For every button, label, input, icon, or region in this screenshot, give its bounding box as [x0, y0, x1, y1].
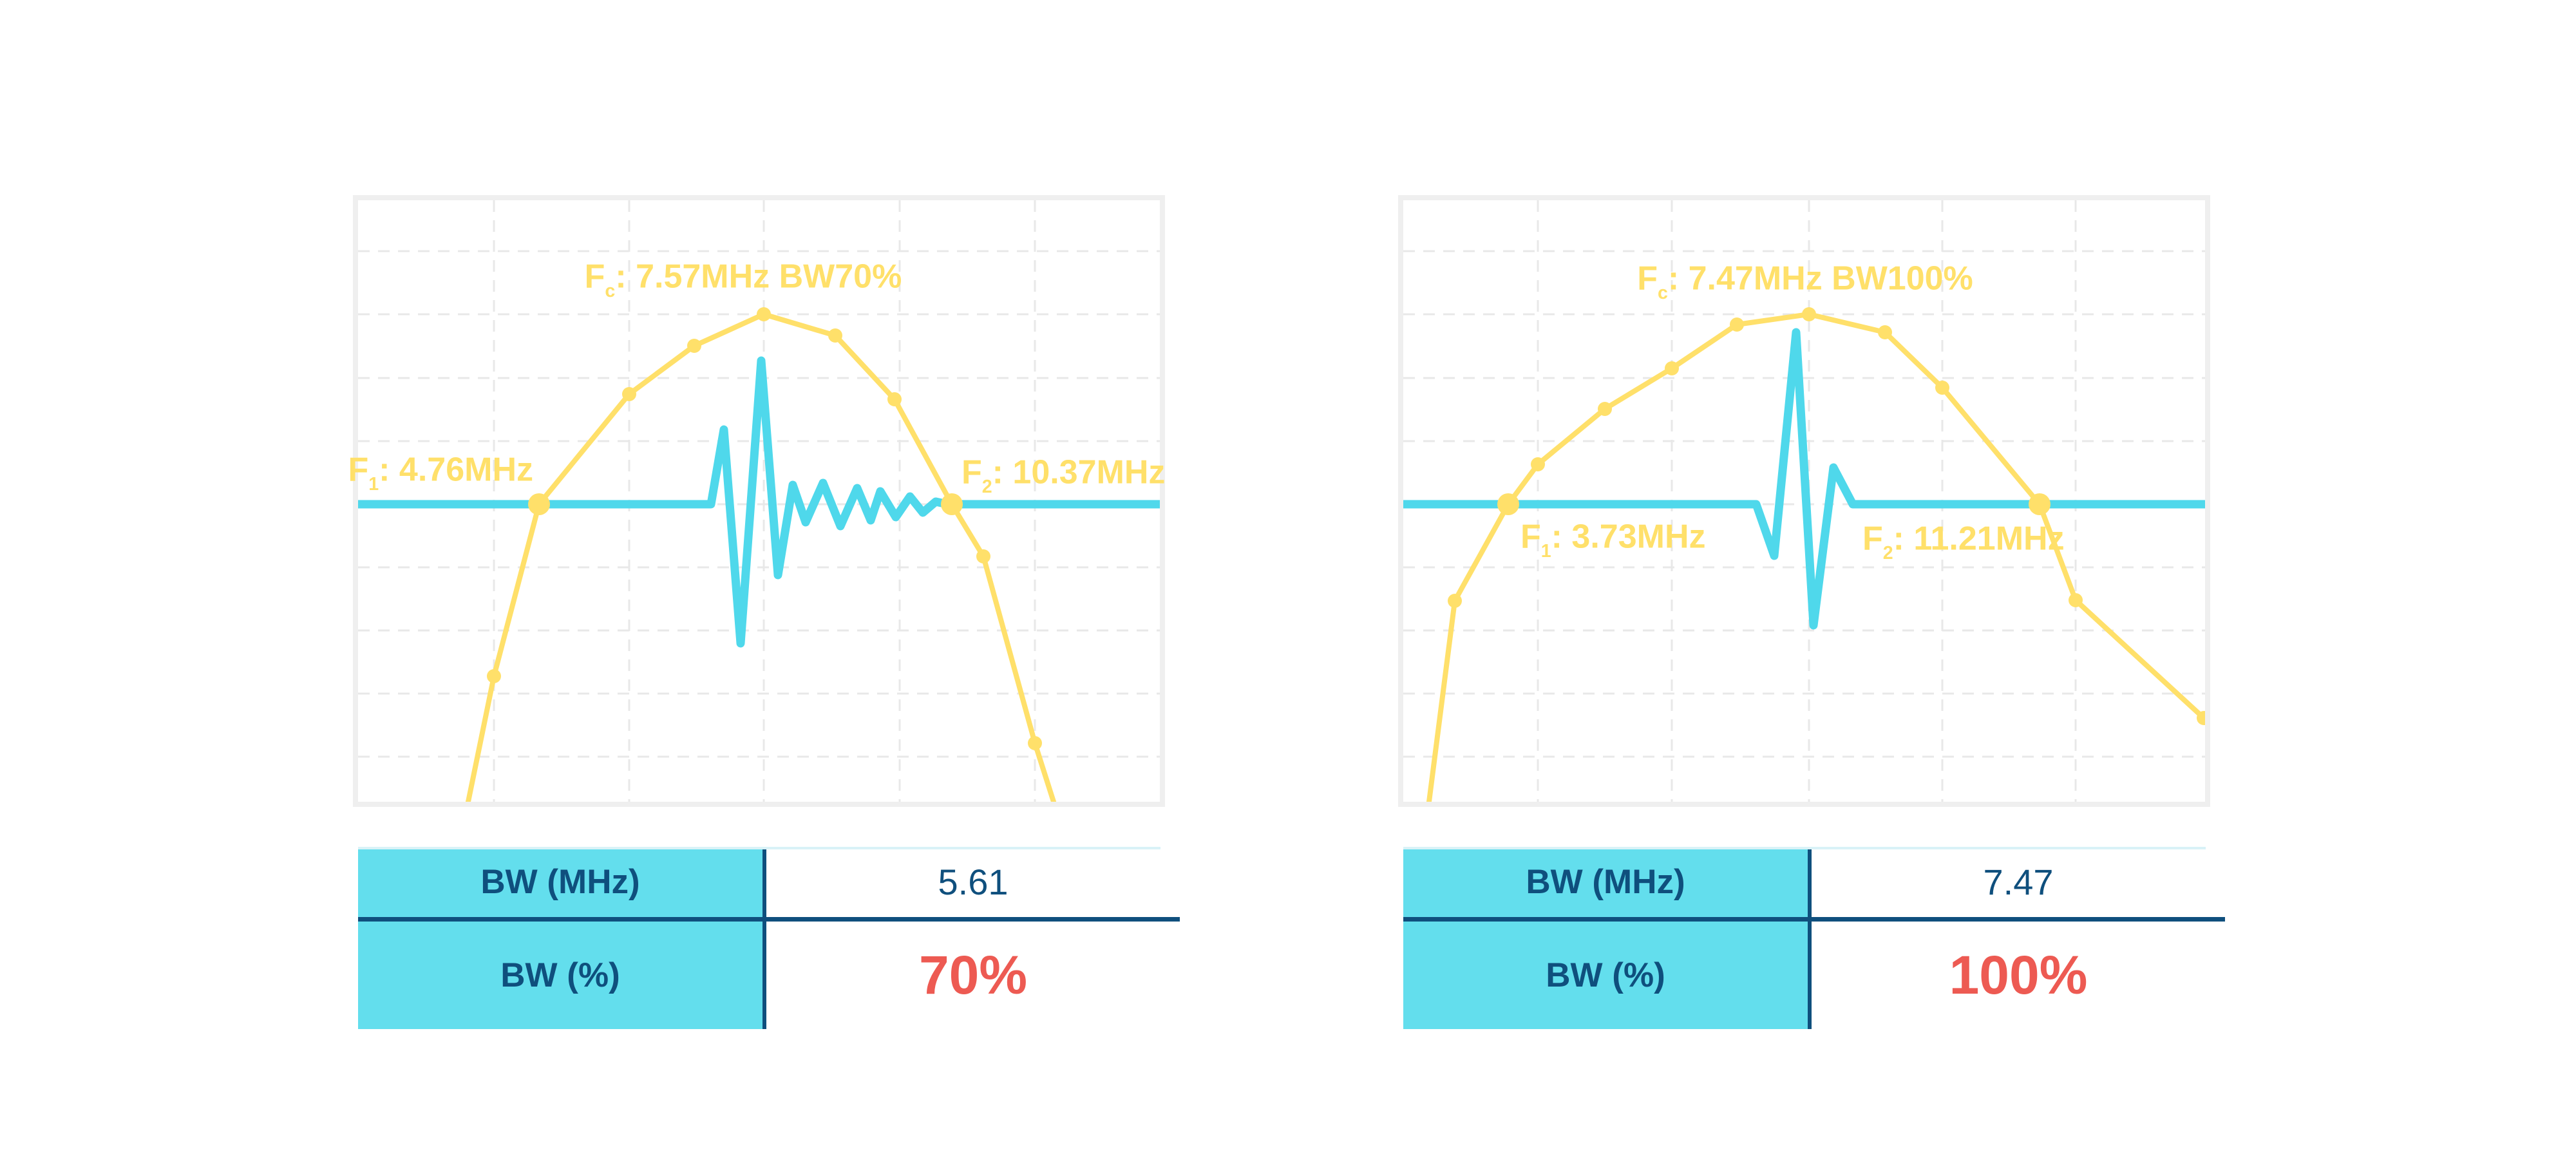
bw-pct-header: BW (%): [1403, 922, 1812, 1029]
bw-mhz-value: 7.47: [1812, 847, 2225, 922]
f1-subscript: 1: [1540, 540, 1551, 562]
fc-value: : 7.57MHz BW70%: [615, 258, 902, 296]
f1-annotation-left: F1: 4.76MHz: [348, 453, 533, 494]
bw-table-left: BW (MHz) 5.61 BW (%) 70%: [358, 847, 1180, 1029]
spectrum-panel-right: Fc: 7.47MHz BW100% F1: 3.73MHz F2: 11.21…: [1398, 195, 2210, 807]
f2-prefix: F: [961, 453, 982, 491]
f2-prefix: F: [1862, 520, 1883, 558]
f2-annotation-left: F2: 10.37MHz: [961, 456, 1165, 497]
f2-value: : 11.21MHz: [1893, 520, 2065, 558]
fc-value: : 7.47MHz BW100%: [1667, 260, 1973, 298]
bw-mhz-header: BW (MHz): [358, 847, 766, 922]
f2-annotation-right: F2: 11.21MHz: [1862, 522, 2065, 563]
table-top-border: [358, 847, 1160, 849]
fc-prefix: F: [584, 258, 605, 296]
fc-subscript: c: [1657, 282, 1668, 303]
f1-value: : 3.73MHz: [1551, 518, 1706, 556]
fc-prefix: F: [1637, 260, 1658, 298]
bw-mhz-header: BW (MHz): [1403, 847, 1812, 922]
f1-subscript: 1: [368, 473, 379, 495]
spectrum-panel-left: Fc: 7.57MHz BW70% F1: 4.76MHz F2: 10.37M…: [348, 195, 1165, 807]
f2-value: : 10.37MHz: [992, 453, 1166, 491]
f1-prefix: F: [348, 451, 369, 489]
f1-annotation-right: F1: 3.73MHz: [1520, 520, 1706, 561]
f2-subscript: 2: [981, 476, 992, 497]
fc-annotation-right: Fc: 7.47MHz BW100%: [1637, 262, 1973, 303]
f2-subscript: 2: [1882, 542, 1893, 563]
bw-pct-header: BW (%): [358, 922, 766, 1029]
bw-table-right: BW (MHz) 7.47 BW (%) 100%: [1403, 847, 2225, 1029]
f1-prefix: F: [1520, 518, 1541, 556]
spectrum-chart-left: [358, 200, 1160, 802]
bw-pct-value: 70%: [766, 922, 1180, 1029]
fc-annotation-left: Fc: 7.57MHz BW70%: [585, 260, 902, 301]
table-top-border: [1403, 847, 2206, 849]
fc-subscript: c: [605, 280, 616, 301]
bw-mhz-value: 5.61: [766, 847, 1180, 922]
spectrum-chart-right: [1403, 200, 2205, 802]
f1-value: : 4.76MHz: [379, 451, 533, 489]
bw-pct-value: 100%: [1812, 922, 2225, 1029]
